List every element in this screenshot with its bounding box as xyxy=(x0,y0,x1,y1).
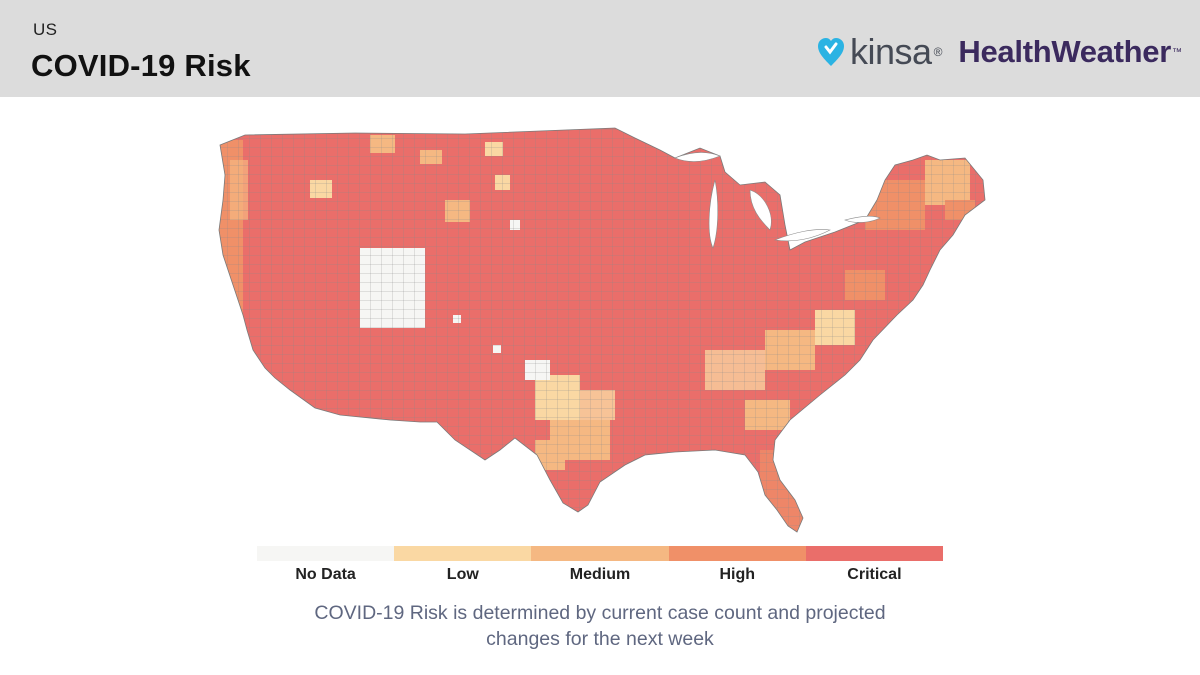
legend-label-no-data: No Data xyxy=(295,566,356,583)
legend-swatch-critical xyxy=(805,546,944,561)
caption: COVID-19 Risk is determined by current c… xyxy=(250,600,950,652)
caption-line-2: changes for the next week xyxy=(486,628,714,650)
kinsa-registered-mark: ® xyxy=(933,45,943,59)
legend-label-low: Low xyxy=(446,566,479,583)
caption-line-1: COVID-19 Risk is determined by current c… xyxy=(314,602,886,624)
risk-legend: No Data Low Medium High Critical xyxy=(257,546,944,584)
legend-color-bar xyxy=(257,546,944,561)
region-label: US xyxy=(33,20,58,39)
legend-label-medium: Medium xyxy=(569,566,631,583)
legend-labels: No Data Low Medium High Critical xyxy=(257,566,943,584)
legend-swatch-low xyxy=(394,546,532,561)
us-county-risk-map xyxy=(205,120,995,540)
lake-michigan xyxy=(708,179,719,249)
page-title: COVID-19 Risk xyxy=(31,48,251,83)
healthweather-trademark: ™ xyxy=(1172,46,1182,58)
legend-swatch-medium xyxy=(531,546,669,561)
header-bar: US COVID-19 Risk kinsa ® HealthWeather ™ xyxy=(0,0,1200,97)
healthweather-wordmark: HealthWeather xyxy=(958,34,1171,69)
lake-superior xyxy=(674,152,721,162)
kinsa-heart-icon xyxy=(818,38,845,66)
legend-label-high: High xyxy=(719,566,755,583)
legend-swatch-no-data xyxy=(257,546,395,561)
legend-swatch-high xyxy=(668,546,806,561)
lake-erie xyxy=(773,229,831,242)
kinsa-wordmark: kinsa xyxy=(850,31,932,72)
legend-label-critical: Critical xyxy=(847,566,902,583)
county-borders xyxy=(219,128,985,532)
map-svg xyxy=(218,127,986,533)
lake-ontario xyxy=(844,215,881,223)
map-fill-layer xyxy=(219,128,985,532)
brand-logos: kinsa ® HealthWeather ™ xyxy=(816,30,1182,74)
lake-huron xyxy=(749,189,772,231)
kinsa-logo: kinsa ® xyxy=(816,31,958,73)
